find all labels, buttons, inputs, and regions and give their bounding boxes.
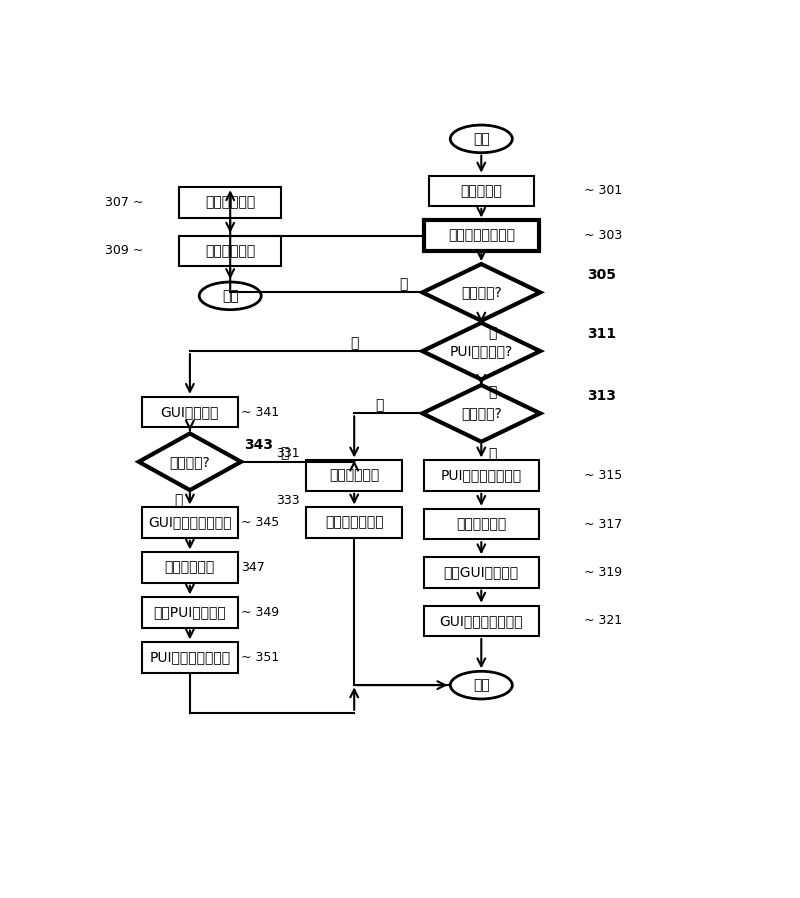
FancyBboxPatch shape xyxy=(306,461,402,491)
Text: 开始: 开始 xyxy=(473,132,490,145)
Text: ~ 317: ~ 317 xyxy=(584,517,622,531)
Polygon shape xyxy=(138,434,241,490)
Text: 触摸区域?: 触摸区域? xyxy=(461,286,502,299)
Text: 用户的输入: 用户的输入 xyxy=(460,184,502,198)
Ellipse shape xyxy=(450,125,512,153)
Text: 否: 否 xyxy=(375,398,383,412)
Text: 确定输入接收区域: 确定输入接收区域 xyxy=(448,229,515,242)
Text: 正常触摸输入: 正常触摸输入 xyxy=(329,469,379,482)
Text: 否: 否 xyxy=(400,277,408,291)
Text: 333: 333 xyxy=(276,494,300,507)
Text: 是: 是 xyxy=(489,326,497,340)
Text: 347: 347 xyxy=(241,561,265,574)
Text: 311: 311 xyxy=(586,327,616,341)
Polygon shape xyxy=(422,264,540,321)
Text: ~ 349: ~ 349 xyxy=(241,606,279,619)
Text: 正常输入区域: 正常输入区域 xyxy=(205,196,255,209)
Text: ~ 303: ~ 303 xyxy=(584,229,622,242)
FancyBboxPatch shape xyxy=(424,509,538,539)
Text: 接受GUI区域手势: 接受GUI区域手势 xyxy=(444,566,519,579)
FancyBboxPatch shape xyxy=(142,552,238,583)
FancyBboxPatch shape xyxy=(424,557,538,587)
Text: ~ 321: ~ 321 xyxy=(584,614,622,628)
Text: 331: 331 xyxy=(276,447,300,460)
Text: 否: 否 xyxy=(280,446,289,461)
FancyBboxPatch shape xyxy=(306,507,402,538)
FancyBboxPatch shape xyxy=(142,507,238,538)
FancyBboxPatch shape xyxy=(424,221,538,251)
Text: 结束: 结束 xyxy=(473,678,490,692)
FancyBboxPatch shape xyxy=(424,461,538,491)
Text: ~ 319: ~ 319 xyxy=(584,566,622,579)
Text: GUI区域触摸: GUI区域触摸 xyxy=(161,405,219,419)
Text: PUI区域触摸?: PUI区域触摸? xyxy=(450,344,513,358)
Text: ~ 301: ~ 301 xyxy=(584,184,622,198)
Polygon shape xyxy=(422,322,540,380)
Text: 是: 是 xyxy=(174,494,182,507)
Text: 触摸区域改变: 触摸区域改变 xyxy=(456,517,506,531)
Text: 313: 313 xyxy=(586,389,616,403)
Text: ~ 351: ~ 351 xyxy=(241,651,279,664)
FancyBboxPatch shape xyxy=(179,235,282,266)
Text: 手势输入?: 手势输入? xyxy=(170,454,210,469)
Text: 307 ~: 307 ~ xyxy=(105,196,143,209)
Text: 接受PUI区域手势: 接受PUI区域手势 xyxy=(154,605,226,620)
Text: ~ 341: ~ 341 xyxy=(241,406,279,418)
Text: 是: 是 xyxy=(489,447,497,462)
Polygon shape xyxy=(422,385,540,442)
Text: 是: 是 xyxy=(489,385,497,399)
Text: GUI基于手势的控制: GUI基于手势的控制 xyxy=(439,614,523,628)
Text: 执行正常操作: 执行正常操作 xyxy=(205,244,255,258)
Text: 343: 343 xyxy=(244,437,273,452)
Text: ~ 315: ~ 315 xyxy=(584,469,622,482)
Ellipse shape xyxy=(199,282,261,310)
Text: 基于触摸的控制: 基于触摸的控制 xyxy=(325,515,383,530)
Text: 305: 305 xyxy=(586,269,616,282)
FancyBboxPatch shape xyxy=(142,397,238,427)
Text: 手势输入?: 手势输入? xyxy=(461,407,502,420)
FancyBboxPatch shape xyxy=(142,642,238,673)
FancyBboxPatch shape xyxy=(424,605,538,636)
FancyBboxPatch shape xyxy=(179,188,282,217)
FancyBboxPatch shape xyxy=(142,597,238,628)
Text: PUI基于手势的控制: PUI基于手势的控制 xyxy=(441,469,522,482)
Text: 否: 否 xyxy=(350,336,358,350)
Ellipse shape xyxy=(450,672,512,699)
Text: 结束: 结束 xyxy=(222,289,238,303)
Text: 309 ~: 309 ~ xyxy=(105,244,143,258)
FancyBboxPatch shape xyxy=(429,175,534,206)
Text: 触摸区域改变: 触摸区域改变 xyxy=(165,560,215,575)
Text: PUI基于手势的控制: PUI基于手势的控制 xyxy=(150,650,230,665)
Text: GUI基于手势的控制: GUI基于手势的控制 xyxy=(148,515,232,530)
Text: ~ 345: ~ 345 xyxy=(241,516,279,529)
